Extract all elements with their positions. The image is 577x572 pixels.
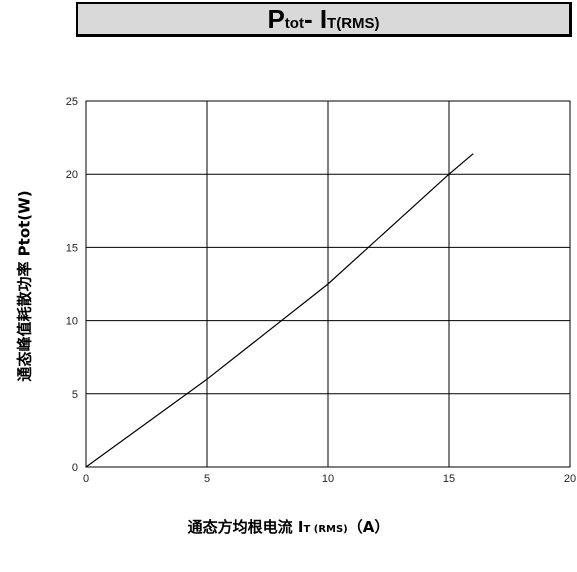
x-tick-label: 20 xyxy=(564,473,576,485)
y-tick-label: 5 xyxy=(72,389,78,401)
x-tick-label: 15 xyxy=(443,473,455,485)
y-tick-label: 20 xyxy=(66,169,78,181)
y-tick-label: 10 xyxy=(66,316,78,328)
y-tick-label: 0 xyxy=(72,462,78,474)
y-tick-label: 25 xyxy=(66,96,78,108)
x-tick-label: 10 xyxy=(322,473,334,485)
x-tick-label: 5 xyxy=(204,473,210,485)
series-line xyxy=(85,153,474,468)
plot-border xyxy=(85,100,571,468)
x-tick-label: 0 xyxy=(83,473,89,485)
tick-labels: 0 5 10 15 20 0 5 10 15 20 25 xyxy=(66,96,576,485)
x-axis-label: 通态方均根电流 IT (RMS)（A） xyxy=(187,518,390,536)
y-tick-label: 15 xyxy=(66,242,78,254)
chart-title: Ptot- IT(RMS) xyxy=(76,2,572,37)
y-axis-label: 通态峰值耗散功率 Ptot(W) xyxy=(15,190,34,382)
